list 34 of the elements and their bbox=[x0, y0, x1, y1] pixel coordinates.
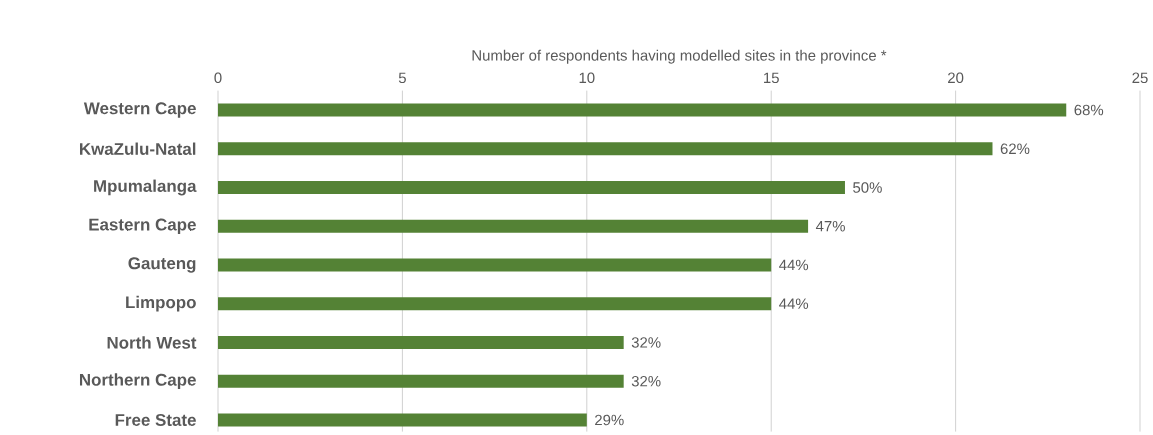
x-tick-label: 5 bbox=[398, 72, 406, 84]
y-tick-label: Northern Cape bbox=[79, 373, 196, 390]
x-tick-label: 20 bbox=[948, 72, 964, 84]
annotation: 50% bbox=[853, 182, 882, 193]
annotation: 47% bbox=[815, 221, 845, 232]
y-tick-label: North West bbox=[107, 336, 197, 349]
annotation: 68% bbox=[1074, 104, 1104, 116]
x-tick-label: 15 bbox=[764, 72, 779, 84]
annotation: 32% bbox=[631, 337, 661, 348]
bar bbox=[218, 103, 1067, 117]
bar bbox=[218, 335, 624, 349]
x-tick-label: 10 bbox=[579, 72, 595, 84]
annotation: 29% bbox=[595, 414, 624, 426]
bar bbox=[218, 297, 772, 311]
y-tick-label: Free State bbox=[115, 413, 196, 426]
bar bbox=[218, 142, 993, 156]
y-tick-label: Western Cape bbox=[83, 102, 196, 118]
annotation: 32% bbox=[631, 375, 661, 387]
y-tick-label: Eastern Cape bbox=[89, 218, 196, 234]
annotation: 44% bbox=[779, 298, 809, 309]
bar bbox=[218, 413, 587, 427]
x-tick-label: 0 bbox=[214, 72, 222, 84]
y-tick-label: KwaZulu-Natal bbox=[80, 142, 196, 155]
y-tick-label: Limpopo bbox=[126, 295, 196, 312]
y-tick-label: Mpumalanga bbox=[94, 179, 197, 196]
bar bbox=[218, 258, 772, 272]
bar bbox=[218, 180, 845, 194]
annotation: 62% bbox=[1000, 143, 1030, 155]
annotation: 44% bbox=[779, 259, 809, 271]
bar bbox=[218, 219, 809, 233]
bar bbox=[218, 374, 624, 388]
x-axis-title: Number of respondents having modelled sites in the province * bbox=[472, 49, 887, 64]
y-tick-label: Gauteng bbox=[128, 257, 196, 273]
x-tick-label: 25 bbox=[1132, 72, 1148, 84]
